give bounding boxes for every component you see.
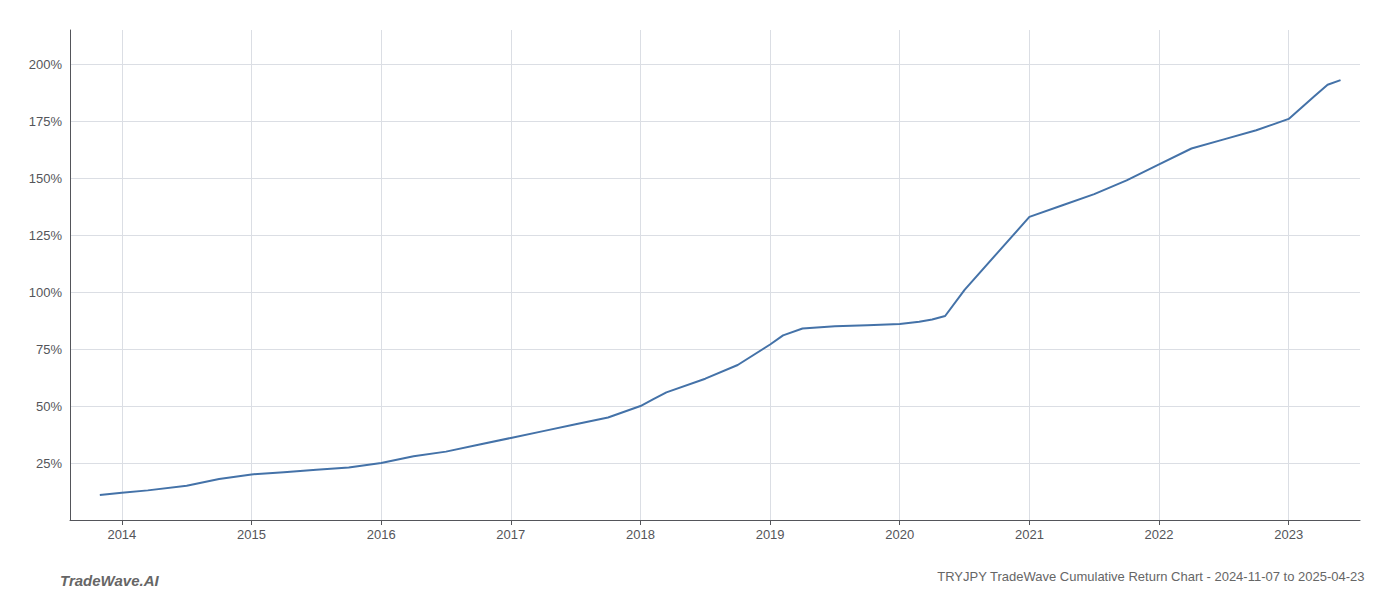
svg-text:2023: 2023: [1274, 527, 1303, 542]
svg-text:2017: 2017: [496, 527, 525, 542]
svg-text:75%: 75%: [36, 342, 62, 357]
svg-text:2021: 2021: [1015, 527, 1044, 542]
svg-text:175%: 175%: [29, 114, 63, 129]
svg-text:100%: 100%: [29, 285, 63, 300]
svg-text:25%: 25%: [36, 456, 62, 471]
svg-text:2018: 2018: [626, 527, 655, 542]
svg-text:2020: 2020: [885, 527, 914, 542]
svg-text:TRYJPY TradeWave Cumulative Re: TRYJPY TradeWave Cumulative Return Chart…: [937, 569, 1364, 584]
svg-text:2014: 2014: [107, 527, 136, 542]
svg-text:200%: 200%: [29, 57, 63, 72]
svg-text:50%: 50%: [36, 399, 62, 414]
svg-text:150%: 150%: [29, 171, 63, 186]
svg-text:2019: 2019: [756, 527, 785, 542]
svg-text:2015: 2015: [237, 527, 266, 542]
svg-text:2016: 2016: [367, 527, 396, 542]
svg-text:2022: 2022: [1145, 527, 1174, 542]
svg-text:TradeWave.AI: TradeWave.AI: [60, 572, 159, 589]
svg-text:125%: 125%: [29, 228, 63, 243]
